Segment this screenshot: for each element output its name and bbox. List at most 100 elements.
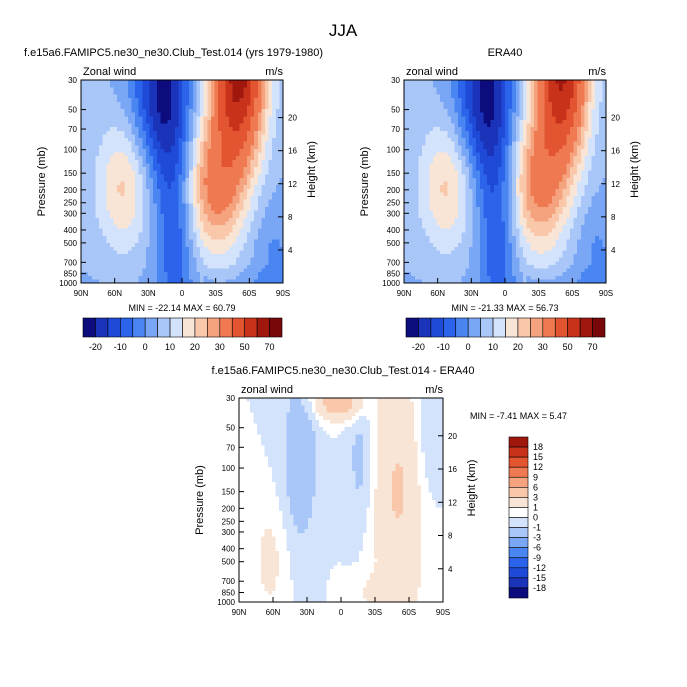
field-cell: [411, 90, 416, 96]
field-cell: [577, 83, 582, 88]
field-cell: [566, 109, 571, 114]
field-cell: [275, 181, 280, 186]
field-cell: [189, 246, 194, 251]
field-cell: [203, 159, 208, 164]
field-cell: [494, 119, 499, 125]
field-cell: [479, 152, 484, 157]
field-cell: [272, 217, 277, 222]
field-cell: [167, 217, 172, 222]
field-cell: [479, 134, 484, 139]
field-cell: [422, 138, 427, 143]
field-cell: [261, 239, 266, 244]
field-cell: [275, 148, 280, 154]
field-cell: [519, 145, 524, 150]
field-cell: [472, 127, 477, 132]
field-cell: [461, 148, 466, 154]
field-cell: [127, 83, 133, 88]
field-cell: [214, 254, 219, 259]
field-cell: [88, 214, 93, 219]
field-cell: [145, 268, 151, 273]
field-cell: [95, 261, 100, 266]
field-cell: [236, 123, 241, 128]
field-cell: [268, 145, 273, 150]
field-cell: [113, 138, 118, 143]
field-cell: [182, 206, 187, 212]
field-cell: [569, 163, 575, 168]
field-cell: [81, 123, 86, 128]
field-cell: [580, 138, 585, 143]
field-cell: [203, 264, 208, 270]
field-cell: [218, 268, 223, 273]
field-cell: [250, 123, 255, 128]
field-cell: [468, 148, 474, 154]
height-tick-label: 4: [288, 246, 293, 255]
field-cell: [138, 152, 143, 157]
field-cell: [559, 177, 564, 183]
field-cell: [203, 246, 208, 251]
field-cell: [225, 87, 230, 92]
field-cell: [569, 148, 575, 154]
field-cell: [138, 90, 143, 96]
field-cell: [429, 109, 434, 114]
field-cell: [171, 188, 176, 193]
field-cell: [228, 105, 234, 110]
field-cell: [268, 188, 273, 193]
field-cell: [232, 203, 237, 208]
field-cell: [163, 203, 169, 208]
field-cell: [102, 228, 107, 233]
field-cell: [145, 177, 151, 183]
field-cell: [461, 192, 466, 197]
field-cell: [196, 123, 201, 128]
field-cell: [149, 192, 154, 197]
field-cell: [145, 174, 151, 179]
field-cell: [88, 268, 93, 273]
field-cell: [81, 261, 86, 266]
field-cell: [124, 192, 129, 197]
field-cell: [548, 87, 553, 92]
field-cell: [486, 130, 492, 135]
field-cell: [131, 272, 136, 277]
field-cell: [476, 119, 481, 125]
field-cell: [551, 185, 557, 190]
field-cell: [279, 167, 284, 172]
field-cell: [218, 221, 223, 226]
field-cell: [163, 83, 169, 88]
field-cell: [602, 159, 607, 164]
field-cell: [548, 163, 553, 168]
field-cell: [519, 141, 524, 146]
field-cell: [145, 167, 151, 172]
field-cell: [450, 148, 456, 154]
field-cell: [124, 163, 129, 168]
field-cell: [182, 246, 187, 251]
field-cell: [145, 87, 151, 92]
field-cell: [163, 275, 169, 280]
field-cell: [131, 257, 136, 262]
field-cell: [182, 98, 187, 103]
field-cell: [243, 206, 248, 212]
field-cell: [414, 185, 420, 190]
field-cell: [465, 83, 470, 88]
field-cell: [236, 235, 241, 241]
field-cell: [142, 250, 147, 255]
field-cell: [476, 127, 481, 132]
field-cell: [192, 228, 198, 233]
field-cell: [526, 127, 531, 132]
field-cell: [210, 214, 216, 219]
field-cell: [584, 123, 589, 128]
field-cell: [178, 87, 183, 92]
field-cell: [145, 83, 151, 88]
field-cell: [178, 127, 183, 132]
field-cell: [106, 152, 111, 157]
field-cell: [214, 163, 219, 168]
field-cell: [404, 87, 409, 92]
field-cell: [228, 98, 234, 103]
field-cell: [257, 232, 262, 237]
field-cell: [109, 243, 115, 248]
field-cell: [443, 130, 448, 135]
field-cell: [102, 167, 107, 172]
field-cell: [142, 203, 147, 208]
field-cell: [246, 134, 252, 139]
field-cell: [544, 185, 549, 190]
field-cell: [228, 123, 234, 128]
field-cell: [142, 275, 147, 280]
